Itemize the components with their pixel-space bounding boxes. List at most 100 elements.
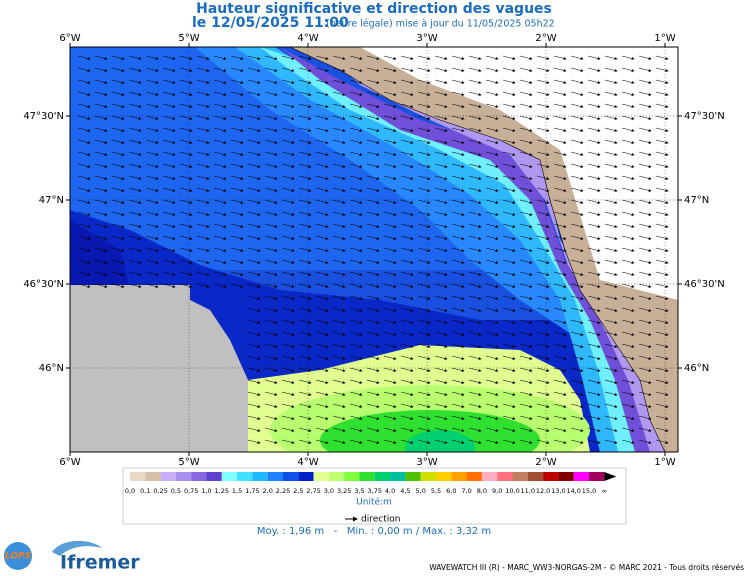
wave-arrow bbox=[485, 367, 499, 372]
wave-arrow bbox=[77, 151, 91, 156]
wave-arrow bbox=[451, 91, 465, 96]
wave-arrow bbox=[621, 115, 635, 120]
wave-arrow bbox=[434, 259, 448, 264]
wave-arrow bbox=[400, 175, 414, 180]
wave-arrow bbox=[264, 163, 278, 168]
wave-arrow bbox=[315, 163, 329, 168]
wave-arrow bbox=[315, 439, 329, 444]
wave-arrow bbox=[434, 235, 448, 240]
wave-arrow bbox=[213, 67, 227, 72]
wave-arrow bbox=[502, 439, 516, 444]
wave-arrow bbox=[621, 223, 635, 228]
wave-arrow bbox=[485, 403, 499, 408]
wave-arrow bbox=[383, 139, 397, 144]
legend-swatch bbox=[252, 472, 268, 481]
wave-arrow bbox=[77, 271, 91, 276]
legend-label: 3,5 bbox=[354, 487, 364, 495]
wave-arrow bbox=[128, 259, 142, 264]
wave-arrow bbox=[434, 343, 448, 348]
wave-arrow bbox=[281, 343, 295, 348]
wave-arrow bbox=[468, 415, 482, 420]
wave-arrow bbox=[468, 163, 482, 168]
wave-arrow bbox=[298, 355, 312, 360]
wave-arrow bbox=[298, 307, 312, 312]
wave-arrow bbox=[587, 235, 601, 240]
wave-arrow bbox=[247, 343, 261, 348]
wave-arrow bbox=[638, 283, 652, 288]
wave-arrow bbox=[434, 175, 448, 180]
wave-arrow bbox=[247, 127, 261, 132]
wave-arrow bbox=[400, 379, 414, 384]
wave-arrow bbox=[519, 151, 533, 156]
wave-arrow bbox=[570, 307, 584, 312]
legend-label: 10,0 bbox=[505, 487, 519, 495]
wave-arrow bbox=[519, 199, 533, 204]
wave-arrow bbox=[281, 199, 295, 204]
wave-arrow bbox=[468, 295, 482, 300]
wave-arrow bbox=[434, 307, 448, 312]
legend-swatch bbox=[175, 472, 192, 481]
wave-arrow bbox=[264, 127, 278, 132]
wave-arrow bbox=[94, 223, 108, 228]
wave-arrow bbox=[502, 391, 516, 396]
wave-arrow bbox=[655, 151, 669, 156]
wave-arrow bbox=[315, 355, 329, 360]
wave-arrow bbox=[111, 55, 125, 60]
wave-arrow bbox=[383, 127, 397, 132]
wave-arrow bbox=[621, 175, 635, 180]
legend-swatch bbox=[543, 472, 559, 481]
wave-arrow bbox=[417, 163, 431, 168]
wave-arrow bbox=[179, 235, 193, 240]
wave-arrow bbox=[128, 163, 142, 168]
wave-arrow bbox=[332, 439, 346, 444]
wave-arrow bbox=[298, 295, 312, 300]
wave-arrow bbox=[264, 223, 278, 228]
wave-arrow bbox=[230, 223, 244, 228]
wave-arrow bbox=[383, 163, 397, 168]
wave-arrow bbox=[451, 343, 465, 348]
wave-arrow bbox=[468, 139, 482, 144]
legend-swatch bbox=[344, 472, 360, 481]
wave-arrow bbox=[570, 55, 584, 60]
wave-arrow bbox=[502, 103, 516, 108]
wave-arrow bbox=[502, 211, 516, 216]
lat-label: 46°30'N bbox=[23, 279, 64, 290]
wave-arrow bbox=[519, 79, 533, 84]
title: Hauteur significative et direction des v… bbox=[196, 1, 552, 17]
wave-arrow bbox=[468, 403, 482, 408]
wave-arrow bbox=[349, 79, 363, 84]
wave-arrow bbox=[383, 307, 397, 312]
wave-arrow bbox=[587, 211, 601, 216]
legend-label: 5,0 bbox=[416, 487, 426, 495]
wave-arrow bbox=[247, 79, 261, 84]
wave-arrow bbox=[553, 367, 567, 372]
wave-arrow bbox=[315, 55, 329, 60]
wave-arrow bbox=[128, 271, 142, 276]
wave-arrow bbox=[111, 223, 125, 228]
wave-arrow bbox=[451, 115, 465, 120]
wave-arrow bbox=[434, 67, 448, 72]
wave-arrow bbox=[553, 91, 567, 96]
wave-arrow bbox=[434, 163, 448, 168]
wave-arrow bbox=[655, 331, 669, 336]
wave-arrow bbox=[366, 127, 380, 132]
legend-swatch bbox=[267, 472, 283, 481]
wave-arrow bbox=[162, 271, 176, 276]
wave-arrow bbox=[536, 199, 550, 204]
wave-arrow bbox=[366, 103, 380, 108]
wave-arrow bbox=[332, 247, 346, 252]
wave-arrow bbox=[655, 103, 669, 108]
wave-arrow bbox=[332, 295, 346, 300]
legend-label: 0,75 bbox=[184, 487, 198, 495]
wave-arrow bbox=[553, 271, 567, 276]
wave-arrow bbox=[400, 439, 414, 444]
wave-arrow bbox=[553, 439, 567, 444]
wave-arrow bbox=[434, 439, 448, 444]
legend-label: 5,5 bbox=[431, 487, 441, 495]
wave-arrow bbox=[451, 247, 465, 252]
wave-arrow bbox=[281, 55, 295, 60]
wave-arrow bbox=[298, 103, 312, 108]
wave-arrow bbox=[638, 139, 652, 144]
wave-arrow bbox=[536, 235, 550, 240]
wave-arrow bbox=[604, 211, 618, 216]
